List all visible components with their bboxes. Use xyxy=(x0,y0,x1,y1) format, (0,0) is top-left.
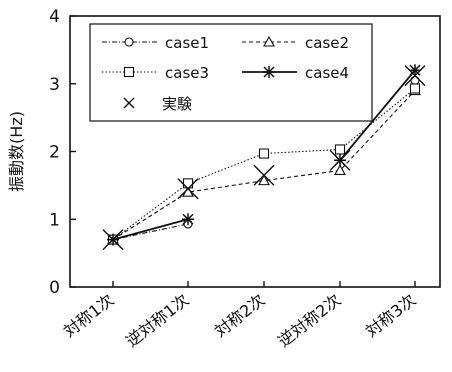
legend-label: 実験 xyxy=(162,95,192,113)
data-point xyxy=(102,229,124,251)
x-tick-label: 対称1次 xyxy=(60,290,118,341)
legend-marker xyxy=(263,66,275,78)
x-tick-label: 対称2次 xyxy=(211,290,269,341)
y-tick-label: 4 xyxy=(49,7,60,27)
y-tick-label: 3 xyxy=(49,75,60,95)
legend-label: case3 xyxy=(165,64,209,82)
legend-marker xyxy=(263,35,275,47)
series-line xyxy=(112,218,189,241)
legend-label: case2 xyxy=(305,34,349,52)
legend-item-5: 実験 xyxy=(123,95,192,113)
series-layer xyxy=(102,64,426,251)
data-point xyxy=(334,164,346,176)
data-point xyxy=(182,213,194,226)
legend-label: case1 xyxy=(165,34,209,52)
legend-item-4: case4 xyxy=(242,64,349,82)
legend-item-2: case2 xyxy=(242,34,349,52)
series-line xyxy=(112,90,416,241)
x-tick-label: 逆対称2次 xyxy=(274,290,344,351)
y-tick-label: 0 xyxy=(49,278,60,298)
data-point xyxy=(177,178,199,200)
y-axis-label: 振動数(Hz) xyxy=(7,111,26,192)
data-point xyxy=(409,64,421,77)
legend-label: case4 xyxy=(305,64,349,82)
legend: case1 case2 case3 case4 実験 xyxy=(89,23,373,122)
legend-marker xyxy=(124,37,134,47)
legend-marker xyxy=(123,97,135,109)
series-5 xyxy=(102,65,426,251)
y-tick-label: 2 xyxy=(49,143,60,163)
data-point xyxy=(253,164,275,186)
series-line xyxy=(339,69,416,161)
legend-item-1: case1 xyxy=(102,34,209,52)
data-point xyxy=(258,148,270,159)
x-tick-label: 逆対称1次 xyxy=(122,290,192,351)
data-point xyxy=(409,83,421,94)
legend-item-3: case3 xyxy=(102,64,209,82)
data-point xyxy=(404,65,426,87)
y-tick-label: 1 xyxy=(49,210,60,230)
legend-marker xyxy=(123,66,135,78)
data-point xyxy=(329,149,351,171)
data-point xyxy=(334,144,346,155)
x-tick-label: 対称3次 xyxy=(362,290,420,341)
data-point xyxy=(258,174,270,186)
